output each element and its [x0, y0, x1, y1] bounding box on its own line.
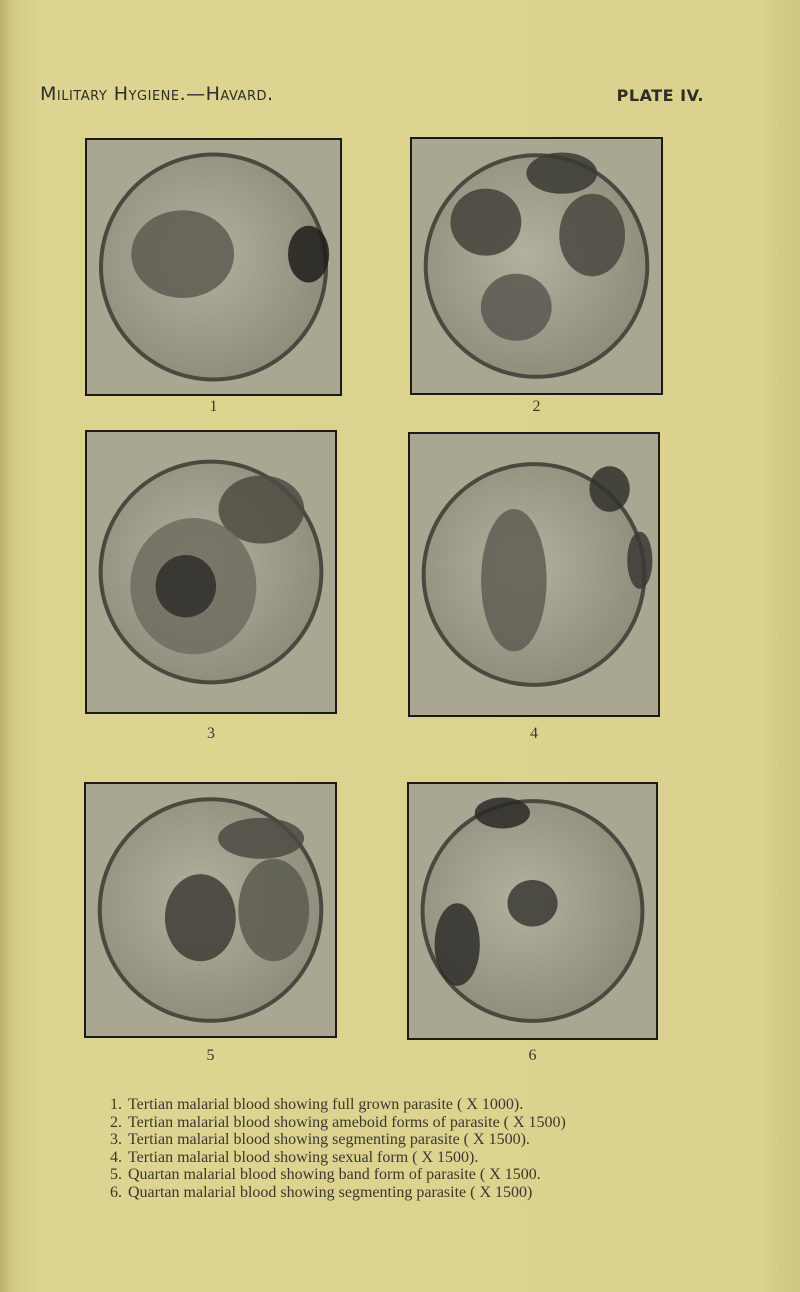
cell	[481, 508, 547, 652]
cell	[480, 273, 552, 341]
cell	[526, 152, 598, 194]
micrograph	[410, 137, 663, 395]
micrograph	[407, 782, 658, 1040]
cell	[288, 225, 330, 283]
figure-label: 3	[207, 725, 215, 742]
caption: 4. Tertian malarial blood showing sexual …	[100, 1149, 566, 1167]
cell	[474, 797, 530, 829]
figure-label: 2	[532, 398, 541, 415]
caption: 2. Tertian malarial blood showing ameboid…	[100, 1114, 566, 1132]
figure-label: 1	[209, 398, 218, 415]
captions: 1. Tertian malarial blood showing full gr…	[100, 1096, 566, 1202]
cell	[238, 858, 310, 962]
caption: 1. Tertian malarial blood showing full gr…	[100, 1096, 566, 1114]
cell	[218, 475, 305, 544]
caption-text: Tertian malarial blood showing sexual fo…	[128, 1148, 479, 1166]
caption-number: 3.	[110, 1131, 122, 1149]
cell	[164, 874, 236, 962]
caption: 5. Quartan malarial blood showing band fo…	[100, 1166, 566, 1184]
cell	[155, 554, 217, 618]
cell	[218, 817, 305, 859]
cell	[434, 903, 480, 986]
caption-text: Quartan malarial blood showing segmentin…	[128, 1183, 533, 1201]
caption: 3. Tertian malarial blood showing segment…	[100, 1131, 566, 1149]
header-right: PLATE IV.	[616, 86, 704, 105]
caption-text: Tertian malarial blood showing ameboid f…	[128, 1113, 566, 1131]
cell	[627, 531, 653, 589]
caption-number: 6.	[110, 1183, 122, 1201]
cell	[589, 466, 630, 512]
cell	[131, 210, 235, 298]
caption: 6. Quartan malarial blood showing segment…	[100, 1184, 566, 1202]
micrograph	[85, 138, 342, 396]
caption-number: 5.	[110, 1166, 122, 1184]
micrograph	[408, 432, 660, 717]
micrograph	[85, 430, 337, 714]
figure-label: 4	[530, 725, 538, 742]
caption-number: 4.	[110, 1148, 122, 1166]
cell	[559, 193, 626, 277]
caption-text: Tertian malarial blood showing full grow…	[128, 1096, 524, 1113]
caption-text: Tertian malarial blood showing segmentin…	[128, 1131, 530, 1149]
caption-number: 1.	[110, 1096, 122, 1113]
cell	[450, 188, 522, 256]
header-left: Military Hygiene.—Havard.	[40, 83, 274, 105]
cell	[507, 880, 558, 927]
caption-text: Quartan malarial blood showing band form…	[128, 1166, 541, 1184]
figure-label: 6	[528, 1047, 537, 1064]
micrograph	[84, 782, 337, 1038]
caption-number: 2.	[110, 1113, 122, 1131]
figure-label: 5	[206, 1047, 215, 1064]
